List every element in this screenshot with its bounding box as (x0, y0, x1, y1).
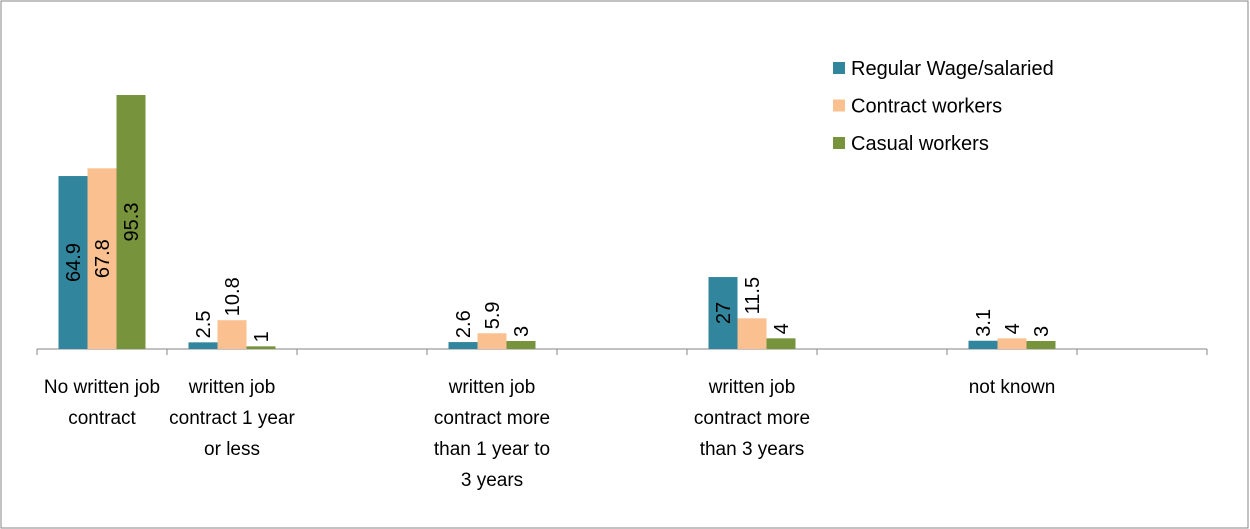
bar (116, 95, 146, 349)
bar (997, 338, 1027, 349)
x-tick-label: written job contract more than 1 year to… (433, 377, 551, 491)
legend-swatch (833, 137, 845, 149)
data-label: 3.1 (973, 309, 995, 337)
bar (448, 342, 478, 349)
bar (708, 277, 738, 349)
data-label: 5.9 (482, 301, 504, 329)
data-label: 2.5 (193, 311, 215, 339)
x-tick-label: No written job contract (43, 377, 161, 429)
data-label: 67.8 (92, 239, 114, 278)
x-tick-label: not known (968, 377, 1056, 398)
bar (766, 338, 796, 349)
bar (968, 340, 998, 349)
data-label: 95.3 (121, 203, 143, 242)
data-label: 3 (511, 326, 533, 337)
bar (477, 333, 507, 349)
legend-swatch (833, 99, 845, 112)
data-label: 3 (1031, 326, 1053, 337)
data-label: 10.8 (222, 277, 244, 316)
bar (1026, 341, 1056, 349)
legend-label: Contract workers (851, 96, 1002, 118)
bar (246, 346, 276, 349)
data-label: 27 (713, 302, 735, 324)
data-label: 4 (771, 323, 793, 334)
legend-label: Regular Wage/salaried (851, 58, 1054, 80)
data-label: 11.5 (742, 277, 764, 314)
data-label: 64.9 (63, 243, 85, 282)
x-tick-label: written job contract 1 year or less (169, 377, 295, 460)
bar (58, 176, 88, 349)
bar (506, 341, 536, 349)
bar (217, 320, 247, 349)
bar (737, 318, 767, 349)
legend-swatch (833, 62, 845, 74)
x-tick-label: written job contract more than 3 years (693, 377, 811, 460)
data-label: 4 (1002, 323, 1024, 334)
bar (87, 168, 117, 349)
bar (188, 342, 218, 349)
data-label: 1 (251, 331, 273, 342)
legend-label: Casual workers (851, 133, 989, 155)
data-label: 2.6 (453, 310, 475, 338)
